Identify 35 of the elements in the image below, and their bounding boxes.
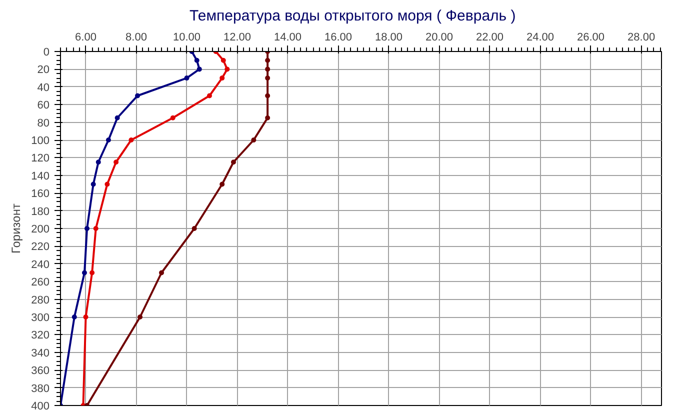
y-tick-label: 20 bbox=[37, 64, 50, 76]
x-tick-label: 22.00 bbox=[476, 32, 504, 44]
y-tick-label: 360 bbox=[31, 365, 50, 378]
x-tick-label: 24.00 bbox=[526, 32, 554, 44]
y-tick-label: 240 bbox=[31, 258, 50, 271]
x-tick-label: 16.00 bbox=[324, 32, 352, 44]
y-axis-title: Горизонт bbox=[9, 203, 24, 254]
y-tick-label: 300 bbox=[31, 312, 50, 324]
y-tick-label: 180 bbox=[31, 206, 50, 218]
y-tick-label: 80 bbox=[37, 117, 50, 130]
x-tick-label: 6.00 bbox=[75, 32, 96, 44]
x-tick-label: 20.00 bbox=[426, 32, 454, 44]
y-tick-label: 0 bbox=[43, 46, 50, 58]
y-tick-label: 220 bbox=[31, 241, 50, 254]
y-tick-label: 400 bbox=[31, 400, 50, 412]
y-tick-label: 160 bbox=[31, 188, 50, 200]
x-tick-label: 18.00 bbox=[375, 32, 403, 44]
y-tick-label: 60 bbox=[37, 100, 50, 112]
y-tick-label: 140 bbox=[31, 170, 50, 182]
x-tick-label: 12.00 bbox=[224, 32, 252, 44]
x-tick-label: 10.00 bbox=[172, 32, 201, 44]
x-tick-label: 14.00 bbox=[274, 32, 302, 44]
y-tick-label: 320 bbox=[31, 330, 50, 342]
y-tick-label: 340 bbox=[31, 347, 50, 360]
x-tick-label: 26.00 bbox=[577, 32, 605, 44]
y-tick-label: 380 bbox=[31, 382, 50, 395]
x-tick-label: 8.00 bbox=[126, 32, 147, 44]
y-tick-label: 100 bbox=[31, 135, 50, 147]
chart-title: Температура воды открытого моря ( Февраль ) bbox=[190, 8, 516, 24]
y-tick-label: 200 bbox=[31, 224, 50, 236]
y-tick-label: 120 bbox=[31, 152, 50, 165]
y-tick-label: 260 bbox=[31, 276, 50, 289]
y-tick-label: 280 bbox=[31, 294, 50, 306]
x-tick-label: 28.00 bbox=[628, 32, 656, 44]
y-tick-label: 40 bbox=[37, 82, 50, 94]
